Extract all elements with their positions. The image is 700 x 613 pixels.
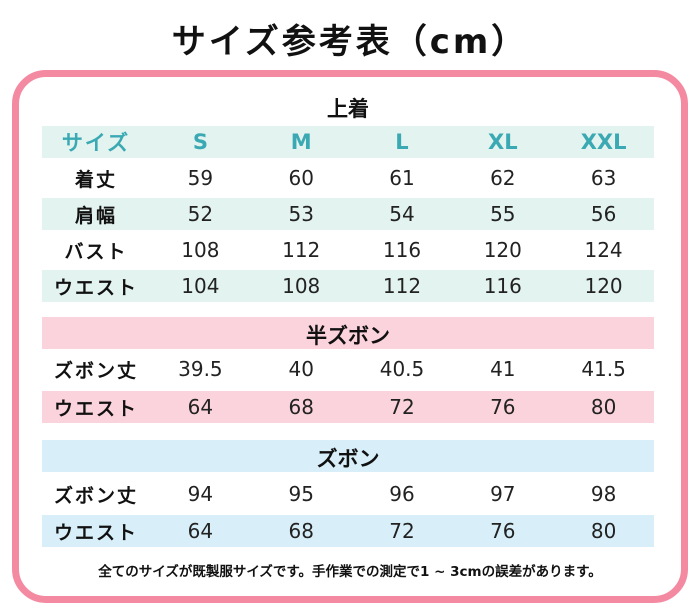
pants-section-title: ズボン xyxy=(316,447,380,471)
table-cell: 116 xyxy=(382,238,422,262)
table-row: ズボン丈 39.5 40 40.5 41 41.5 xyxy=(42,353,654,385)
table-cell: 60 xyxy=(288,166,314,190)
table-cell: 124 xyxy=(584,238,623,262)
table-cell: 54 xyxy=(389,202,415,226)
tops-section-title: 上着 xyxy=(327,97,369,121)
row-label: ウエスト xyxy=(53,521,138,544)
table-cell: 120 xyxy=(584,274,623,298)
table-cell: 68 xyxy=(288,395,314,419)
table-cell: 96 xyxy=(389,482,415,506)
table-cell: 64 xyxy=(187,395,214,419)
table-cell: 98 xyxy=(590,482,617,506)
table-cell: 61 xyxy=(389,166,415,190)
page-title: サイズ参考表（cm） xyxy=(171,22,529,62)
table-row: バスト 108 112 116 120 124 xyxy=(42,234,654,266)
table-cell: 108 xyxy=(181,238,220,262)
table-cell: 97 xyxy=(490,482,516,506)
table-cell: 40.5 xyxy=(379,357,425,381)
row-label: ウエスト xyxy=(53,397,138,420)
row-label: ズボン丈 xyxy=(53,359,138,382)
table-row: ウエスト 64 68 72 76 80 xyxy=(42,515,654,547)
table-cell: 104 xyxy=(181,274,220,298)
table-cell: 53 xyxy=(288,202,314,226)
row-label: ウエスト xyxy=(53,276,138,299)
shorts-section-title: 半ズボン xyxy=(306,324,390,348)
table-row: ウエスト 104 108 112 116 120 xyxy=(42,270,654,302)
table-cell: 72 xyxy=(389,395,415,419)
table-cell: 56 xyxy=(590,202,617,226)
header-size-label: サイズ xyxy=(61,131,131,155)
table-cell: 63 xyxy=(590,166,617,190)
shorts-title-band xyxy=(42,317,654,349)
table-cell: 80 xyxy=(590,395,617,419)
table-cell: 64 xyxy=(187,519,214,543)
table-cell: 52 xyxy=(187,202,214,226)
table-cell: 39.5 xyxy=(178,357,223,381)
table-cell: 62 xyxy=(490,166,516,190)
row-label: ズボン丈 xyxy=(53,484,138,507)
table-cell: 40 xyxy=(288,357,314,381)
table-cell: 76 xyxy=(490,395,516,419)
measurement-note: 全てのサイズが既製服サイズです。手作業での測定で1 ~ 3cmの誤差があります。 xyxy=(98,564,602,580)
tops-header-row: サイズ S M L XL XXL xyxy=(42,126,654,158)
table-cell: 112 xyxy=(282,238,321,262)
table-row: 着丈 59 60 61 62 63 xyxy=(42,162,654,194)
table-cell: 108 xyxy=(282,274,321,298)
header-size-xxl: XXL xyxy=(580,130,627,154)
table-cell: 112 xyxy=(382,274,422,298)
header-size-m: M xyxy=(290,130,312,154)
table-cell: 76 xyxy=(490,519,516,543)
table-cell: 120 xyxy=(483,238,522,262)
table-row: ズボン丈 94 95 96 97 98 xyxy=(42,478,654,510)
header-size-l: L xyxy=(395,130,409,154)
table-cell: 59 xyxy=(187,166,214,190)
table-cell: 80 xyxy=(590,519,617,543)
table-row: 肩幅 52 53 54 55 56 xyxy=(42,198,654,230)
table-cell: 95 xyxy=(288,482,314,506)
table-cell: 68 xyxy=(288,519,314,543)
table-cell: 41 xyxy=(490,357,516,381)
pants-title-band xyxy=(42,440,654,472)
row-label: 肩幅 xyxy=(74,204,117,227)
table-cell: 41.5 xyxy=(581,357,626,381)
table-cell: 72 xyxy=(389,519,415,543)
table-row: ウエスト 64 68 72 76 80 xyxy=(42,391,654,423)
table-cell: 94 xyxy=(187,482,214,506)
table-cell: 116 xyxy=(483,274,522,298)
row-label: バスト xyxy=(64,240,128,263)
header-size-s: S xyxy=(192,130,208,154)
row-label: 着丈 xyxy=(74,168,117,191)
header-size-xl: XL xyxy=(488,130,518,154)
table-cell: 55 xyxy=(490,202,516,226)
